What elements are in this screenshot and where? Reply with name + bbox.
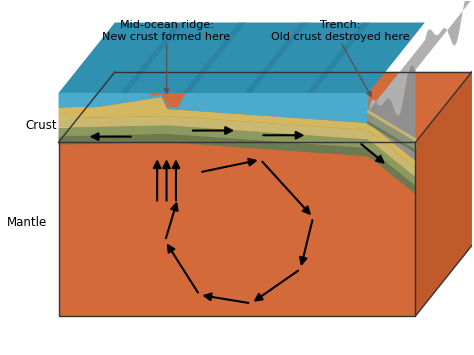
Polygon shape [59, 93, 368, 123]
Polygon shape [59, 142, 415, 316]
Text: Crust: Crust [26, 119, 57, 132]
Polygon shape [59, 72, 472, 142]
Polygon shape [59, 116, 415, 177]
Text: Trench:
Old crust destroyed here: Trench: Old crust destroyed here [271, 20, 410, 42]
Polygon shape [245, 22, 308, 93]
Text: Mantle: Mantle [7, 215, 47, 229]
Text: Mid-ocean ridge:
New crust formed here: Mid-ocean ridge: New crust formed here [102, 20, 231, 42]
Polygon shape [182, 22, 246, 93]
Polygon shape [59, 97, 415, 168]
Polygon shape [415, 72, 472, 316]
Polygon shape [59, 134, 415, 194]
Polygon shape [120, 22, 184, 93]
Polygon shape [59, 22, 425, 93]
Polygon shape [307, 22, 370, 93]
Polygon shape [368, 0, 472, 116]
Polygon shape [59, 125, 415, 185]
Polygon shape [368, 65, 415, 160]
